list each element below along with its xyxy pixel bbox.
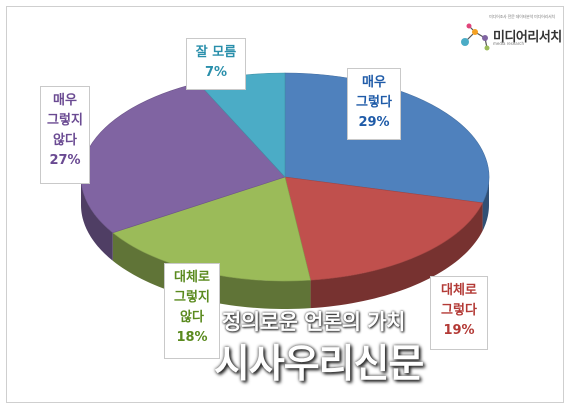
slice-percent: 27% [49, 153, 81, 168]
brand-name: 미디어리서치 [493, 30, 562, 45]
slice-label-line: 잘 모름 [195, 45, 237, 60]
slice-label-line: 매우 [53, 93, 77, 108]
slice-label-line: 그렇다 [356, 95, 392, 110]
brand-logo: 미디어조사 전문 데이터분석 미디어리서치 미디어리서치 media resea… [455, 14, 562, 51]
slice-label-very-agree: 매우 그렇다 29% [347, 68, 401, 140]
slice-percent: 18% [176, 330, 208, 345]
slice-label-very-disagree: 매우 그렇지 않다 27% [40, 86, 90, 184]
slice-label-line: 않다 [180, 310, 204, 325]
slice-label-line: 그렇지 [174, 290, 210, 305]
slice-percent: 7% [204, 65, 228, 80]
pie-slices [80, 72, 490, 282]
slice-percent: 19% [443, 323, 475, 338]
slice-label-line: 않다 [53, 133, 77, 148]
watermark-slogan: 정의로운 언론의 가치 [222, 310, 406, 334]
slice-label-unknown: 잘 모름 7% [186, 38, 246, 90]
chart-frame [6, 6, 564, 403]
slice-label-line: 대체로 [441, 283, 477, 298]
pie-chart [80, 72, 490, 309]
slice-label-line: 그렇지 [47, 113, 83, 128]
pie-side-wall [81, 177, 113, 261]
molecule-logo-icon [461, 23, 490, 51]
slice-label-line: 매우 [362, 75, 386, 90]
slice-percent: 29% [358, 115, 390, 130]
brand-tagline: 미디어조사 전문 데이터분석 미디어리서치 [489, 14, 555, 19]
watermark-newspaper-name: 시사우리신문 [214, 342, 424, 387]
pie-side-wall [310, 202, 483, 309]
pie-slice [284, 176, 484, 281]
pie-side-wall [112, 232, 311, 309]
slice-label-disagree: 대체로 그렇지 않다 18% [164, 263, 220, 359]
slice-label-agree: 대체로 그렇다 19% [430, 276, 488, 350]
slice-label-line: 그렇다 [441, 303, 477, 318]
brand-subtitle: media research [493, 41, 525, 46]
slice-label-line: 대체로 [174, 270, 210, 285]
